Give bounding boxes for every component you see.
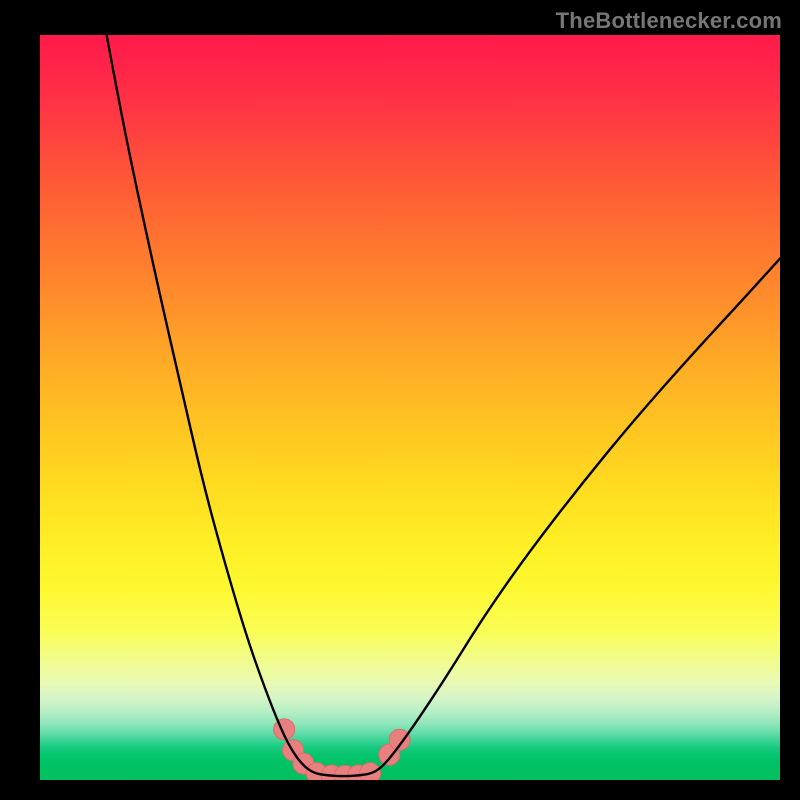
chart-svg (40, 35, 780, 780)
chart-plot-area (40, 35, 780, 780)
gradient-background (40, 35, 780, 780)
watermark-text: TheBottlenecker.com (556, 8, 782, 34)
